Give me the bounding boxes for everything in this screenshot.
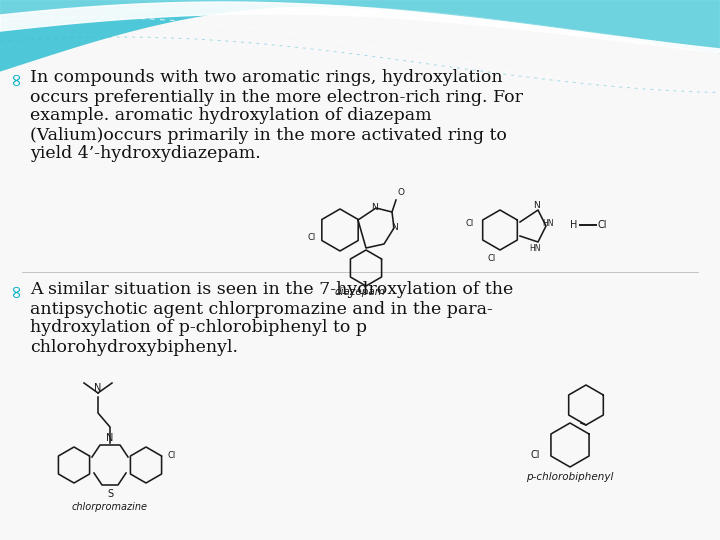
Text: In compounds with two aromatic rings, hydroxylation: In compounds with two aromatic rings, hy… bbox=[30, 70, 503, 86]
Text: H: H bbox=[570, 220, 577, 230]
Text: chlorohydroxybiphenyl.: chlorohydroxybiphenyl. bbox=[30, 339, 238, 355]
Text: p-chlorobiphenyl: p-chlorobiphenyl bbox=[526, 472, 613, 482]
Text: A similar situation is seen in the 7-hydroxylation of the: A similar situation is seen in the 7-hyd… bbox=[30, 281, 513, 299]
Text: ∞: ∞ bbox=[7, 71, 25, 85]
Text: S: S bbox=[107, 489, 113, 499]
Text: hydroxylation of p-chlorobiphenyl to p: hydroxylation of p-chlorobiphenyl to p bbox=[30, 320, 367, 336]
Text: ∞: ∞ bbox=[7, 282, 25, 298]
Text: chlorpromazine: chlorpromazine bbox=[72, 502, 148, 512]
Text: HN: HN bbox=[529, 244, 541, 253]
Text: yield 4’-hydroxydiazepam.: yield 4’-hydroxydiazepam. bbox=[30, 145, 261, 163]
Text: Cl: Cl bbox=[307, 233, 316, 242]
Text: Cl: Cl bbox=[598, 220, 608, 230]
Text: N: N bbox=[94, 383, 102, 393]
Text: N: N bbox=[107, 433, 114, 443]
Text: Cl: Cl bbox=[488, 254, 496, 263]
Text: diazepam: diazepam bbox=[335, 287, 385, 297]
Text: O: O bbox=[397, 188, 404, 197]
Text: N: N bbox=[372, 204, 379, 213]
Text: Cl: Cl bbox=[466, 219, 474, 228]
Text: occurs preferentially in the more electron-rich ring. For: occurs preferentially in the more electr… bbox=[30, 89, 523, 105]
Text: antipsychotic agent chlorpromazine and in the para-: antipsychotic agent chlorpromazine and i… bbox=[30, 300, 493, 318]
Text: (Valium)occurs primarily in the more activated ring to: (Valium)occurs primarily in the more act… bbox=[30, 126, 507, 144]
Text: example. aromatic hydroxylation of diazepam: example. aromatic hydroxylation of diaze… bbox=[30, 107, 431, 125]
Text: Cl: Cl bbox=[168, 450, 176, 460]
Text: N: N bbox=[392, 222, 398, 232]
Text: N: N bbox=[533, 201, 539, 210]
Text: Cl: Cl bbox=[531, 450, 540, 460]
Text: HN: HN bbox=[542, 219, 554, 228]
